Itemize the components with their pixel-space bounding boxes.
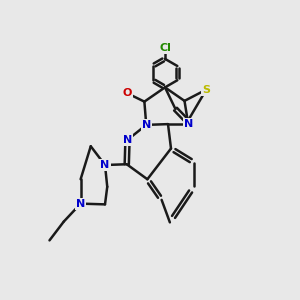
Text: N: N <box>100 160 109 170</box>
Text: O: O <box>123 88 132 98</box>
Text: Cl: Cl <box>159 43 171 52</box>
Text: N: N <box>142 120 151 130</box>
Text: N: N <box>184 119 193 129</box>
Text: N: N <box>123 135 132 145</box>
Text: N: N <box>76 199 85 208</box>
Text: S: S <box>202 85 210 94</box>
